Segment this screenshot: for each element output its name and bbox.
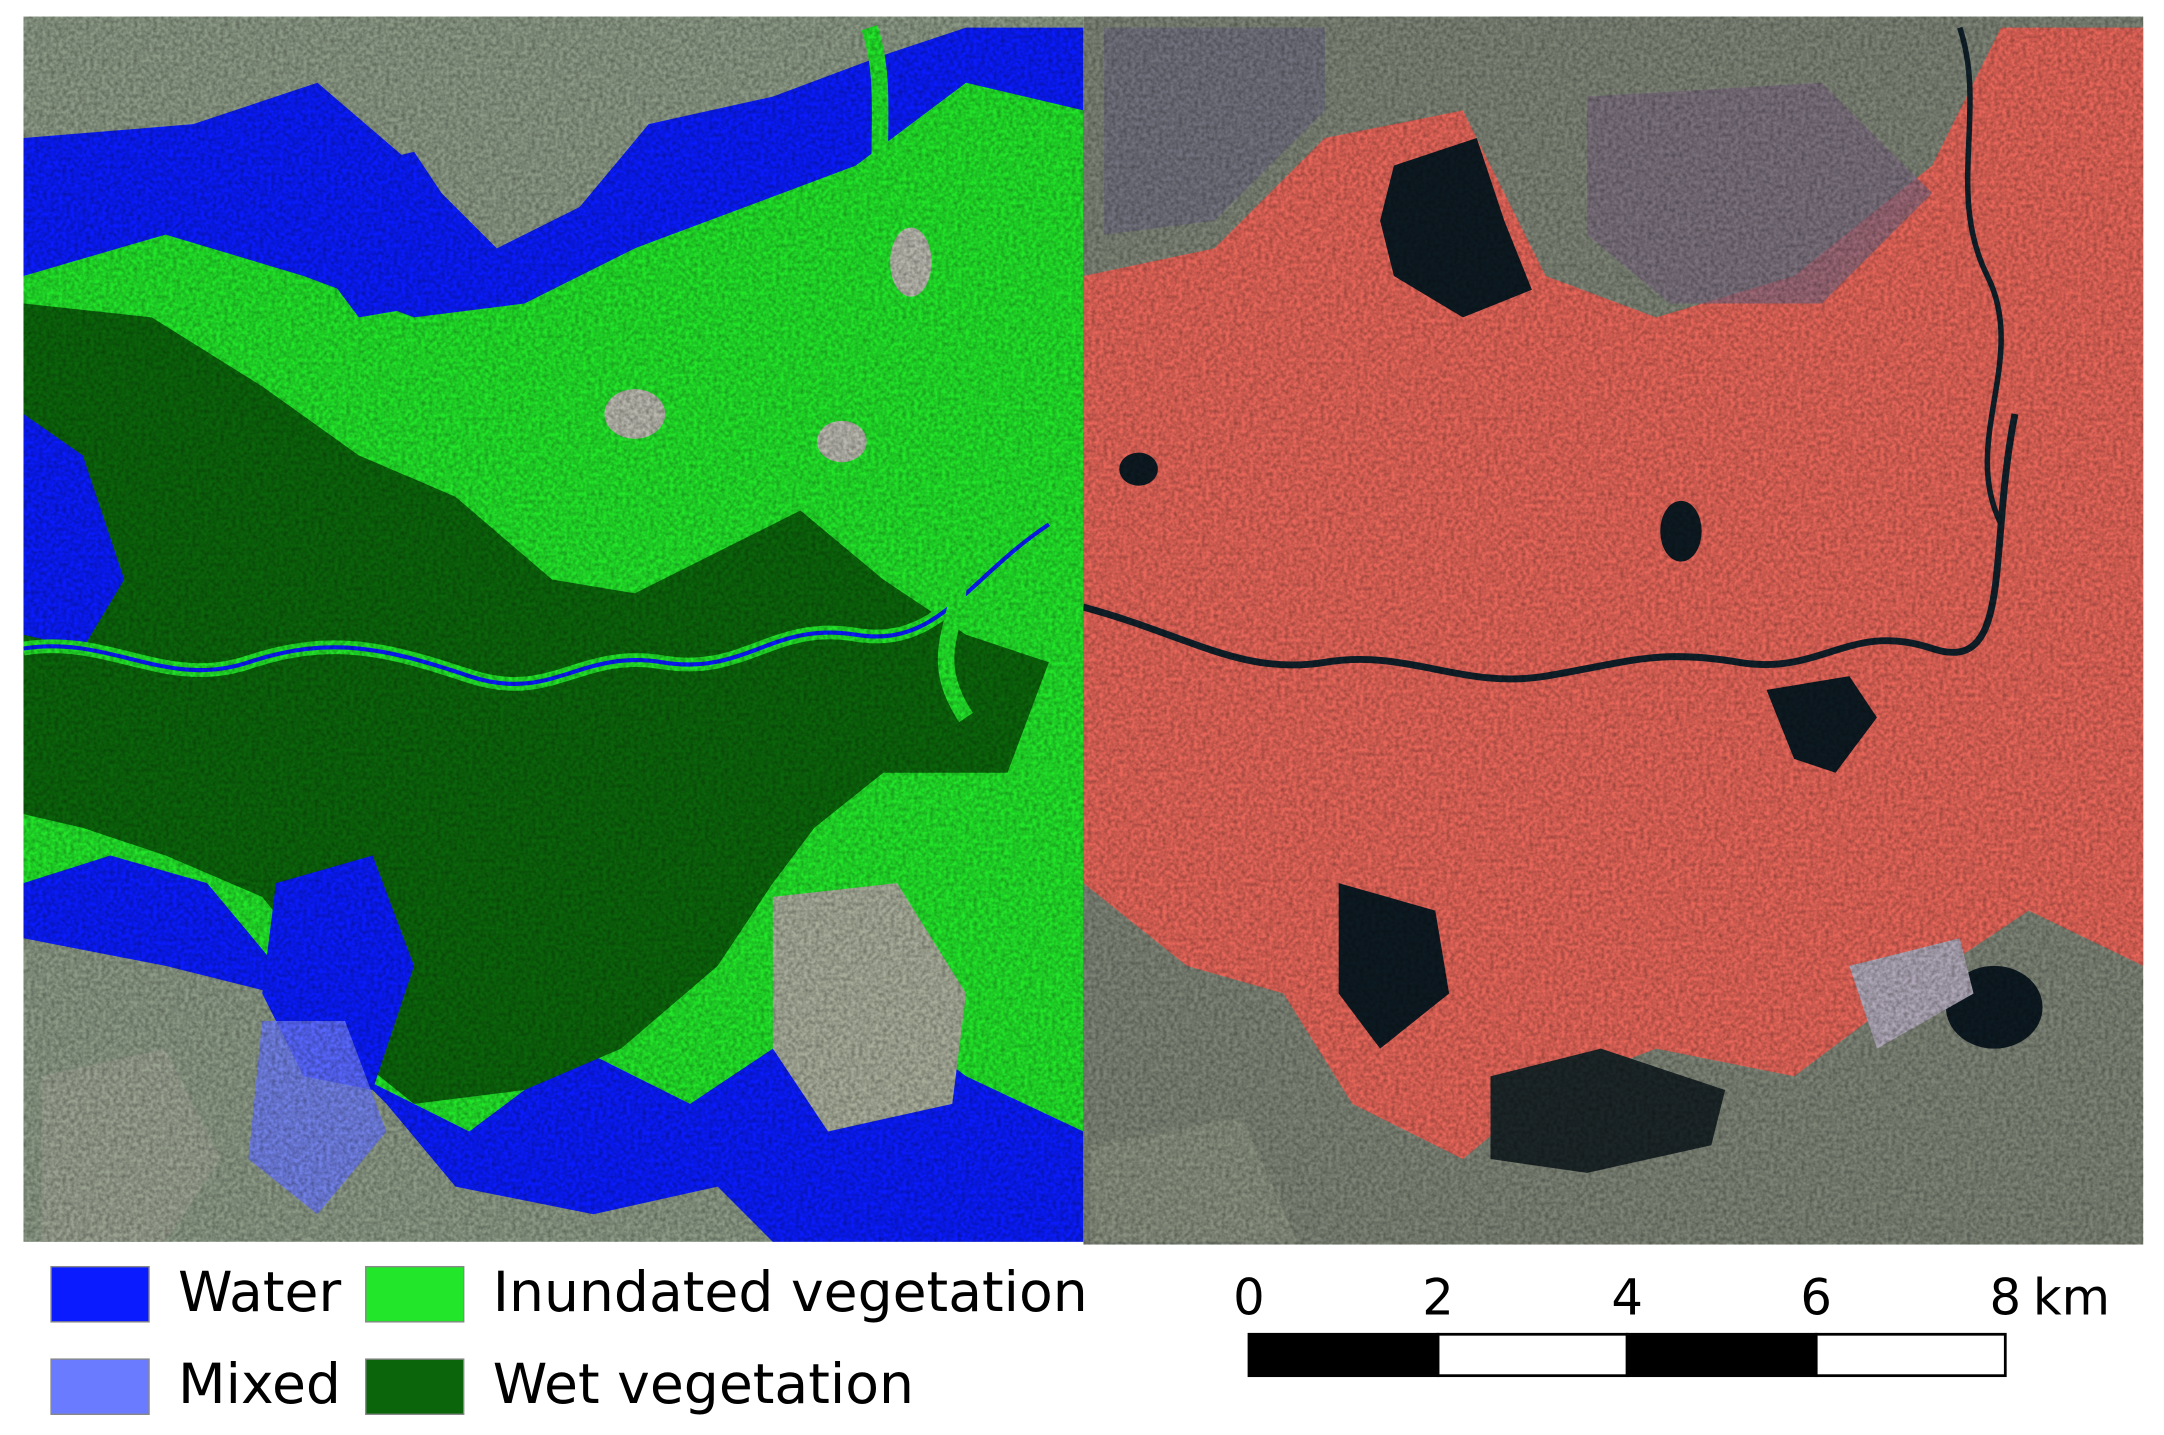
legend-label: Water bbox=[178, 1261, 341, 1325]
scale-segment bbox=[1814, 1332, 2007, 1378]
scale-tick-label: 0 bbox=[1233, 1269, 1265, 1327]
scale-unit: km bbox=[2033, 1269, 2110, 1327]
legend-swatch bbox=[365, 1358, 465, 1415]
scale-tick-label: 2 bbox=[1422, 1269, 1454, 1327]
legend-swatch bbox=[50, 1358, 150, 1415]
scale-segment bbox=[1247, 1332, 1440, 1378]
scale-segment bbox=[1625, 1332, 1818, 1378]
legend-swatch bbox=[50, 1265, 150, 1323]
legend-label: Wet vegetation bbox=[493, 1353, 914, 1417]
legend-label: Mixed bbox=[178, 1353, 341, 1417]
legend-swatch bbox=[365, 1265, 465, 1323]
legend: Water Inundated vegetation Mixed Wet vegeta… bbox=[50, 1261, 1088, 1417]
satellite-image bbox=[1083, 16, 2144, 1245]
scale-segment bbox=[1436, 1332, 1629, 1378]
legend-label: Inundated vegetation bbox=[493, 1261, 1088, 1325]
scale-tick-label: 8 bbox=[1989, 1269, 2021, 1327]
classified-map bbox=[23, 16, 1084, 1242]
scale-tick-label: 6 bbox=[1800, 1269, 1832, 1327]
scale-bar: 0 2 4 6 8 km bbox=[1233, 1269, 2110, 1378]
scale-tick-label: 4 bbox=[1611, 1269, 1643, 1327]
